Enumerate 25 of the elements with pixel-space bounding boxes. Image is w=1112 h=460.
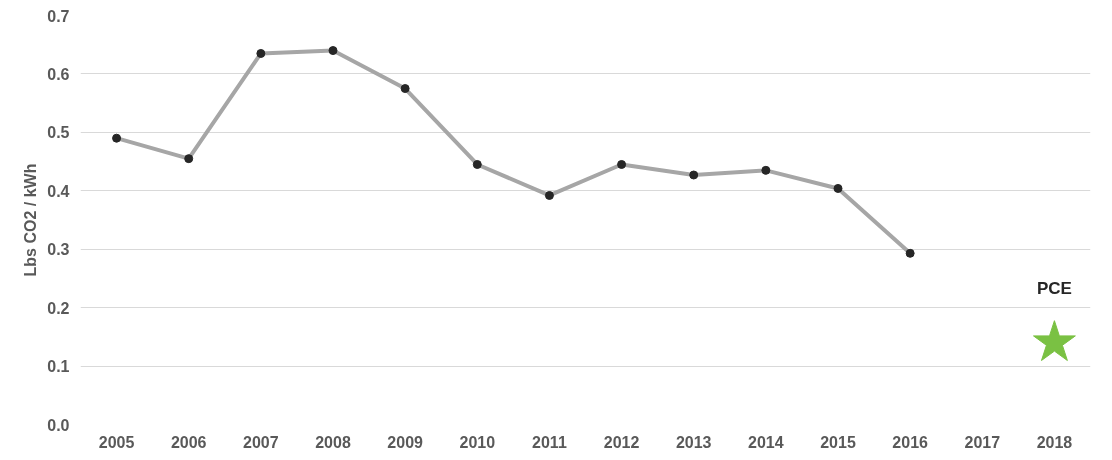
x-tick-label: 2010 [459, 433, 496, 451]
x-tick-label: 2013 [675, 433, 712, 451]
y-axis-title: Lbs CO2 / kWh [22, 163, 40, 277]
x-tick-label: 2018 [1036, 433, 1073, 451]
x-tick-label: 2015 [820, 433, 856, 451]
y-tick-label: 0.5 [47, 124, 70, 142]
annotation: PCE [1036, 278, 1072, 298]
y-tick-label: 0.0 [47, 416, 70, 434]
y-tick-label: 0.3 [47, 241, 70, 259]
x-tick-label: 2005 [98, 433, 135, 451]
y-tick-label: 0.4 [47, 182, 70, 200]
x-tick-label: 2011 [532, 433, 567, 451]
x-tick-label: 2008 [315, 433, 351, 451]
y-tick-label: 0.6 [47, 65, 70, 83]
x-tick-label: 2017 [964, 433, 1001, 451]
y-tick-label: 0.7 [47, 7, 70, 25]
x-tick-label: 2007 [243, 433, 279, 451]
y-tick-label: 0.1 [47, 358, 70, 376]
x-tick-label: 2009 [387, 433, 424, 451]
x-tick-label: 2006 [170, 433, 207, 451]
x-tick-label: 2016 [892, 433, 929, 451]
point [1033, 320, 1076, 361]
x-tick-label: 2014 [748, 433, 784, 451]
y-tick-label: 0.2 [47, 299, 70, 317]
x-tick-label: 2012 [603, 433, 640, 451]
